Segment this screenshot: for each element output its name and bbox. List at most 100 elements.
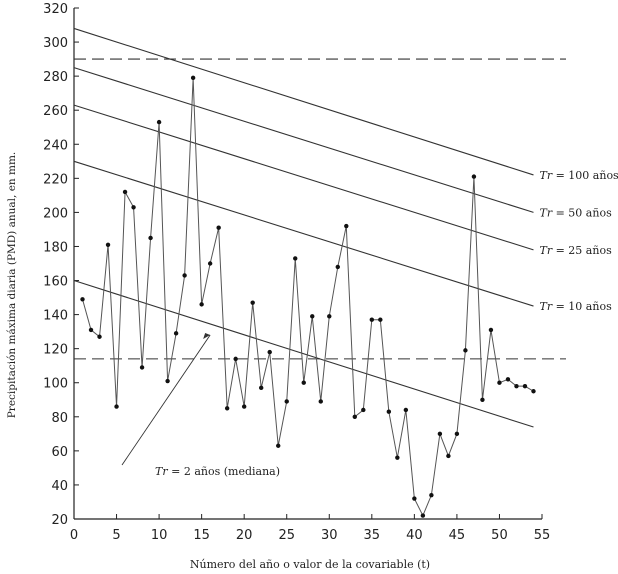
x-tick-label: 15 — [193, 528, 210, 543]
data-point — [190, 75, 196, 81]
y-tick-label: 280 — [43, 70, 68, 85]
trend-line-label: Tr = 10 años — [539, 300, 612, 313]
data-point — [156, 119, 162, 125]
data-point — [80, 297, 85, 302]
reference-lines — [74, 58, 566, 360]
data-point — [97, 334, 102, 339]
data-point — [463, 348, 468, 353]
x-tick-label: 0 — [70, 528, 78, 543]
data-point — [105, 242, 111, 247]
trend-line — [73, 280, 534, 428]
y-axis-title: Precipitación máxima diaria (PMD) anual,… — [6, 152, 18, 419]
y-tick-label: 320 — [43, 2, 68, 17]
data-point — [352, 414, 357, 419]
trend-line — [73, 67, 534, 213]
x-tick-label: 10 — [151, 528, 168, 543]
data-point — [361, 407, 366, 413]
data-point — [505, 377, 511, 382]
data-point — [216, 225, 221, 230]
data-point — [403, 407, 409, 413]
data-point — [165, 378, 170, 384]
data-point — [412, 496, 417, 501]
x-tick-label: 5 — [112, 528, 120, 543]
y-tick-label: 60 — [51, 445, 68, 460]
data-point — [224, 406, 230, 411]
data-point — [318, 399, 323, 404]
x-tick-label: 40 — [406, 528, 423, 543]
data-point — [122, 189, 128, 195]
data-point — [182, 273, 187, 278]
data-point — [310, 314, 315, 319]
annotation-label: Tr = 2 años (mediana) — [155, 465, 280, 478]
data-point — [233, 356, 238, 362]
data-point — [173, 331, 179, 336]
data-point — [488, 327, 494, 333]
data-point — [267, 349, 272, 355]
data-point — [88, 327, 94, 333]
y-tick-label: 80 — [51, 411, 68, 426]
data-point — [250, 300, 255, 305]
data-point — [429, 492, 434, 498]
x-tick-label: 55 — [534, 528, 551, 543]
trend-line — [73, 104, 534, 251]
data-point — [199, 302, 204, 307]
x-tick-label: 50 — [491, 528, 508, 543]
x-tick-label: 35 — [364, 528, 381, 543]
y-tick-label: 300 — [43, 36, 68, 51]
data-point — [114, 404, 119, 409]
data-point — [497, 380, 502, 385]
data-point — [259, 385, 264, 391]
x-tick-label: 20 — [236, 528, 253, 543]
data-point — [480, 397, 485, 402]
data-point — [284, 399, 289, 404]
data-point — [437, 431, 443, 437]
trend-lines — [73, 27, 534, 428]
x-tick-label: 30 — [321, 528, 338, 543]
y-tick-label: 220 — [43, 172, 68, 187]
y-tick-label: 40 — [51, 479, 68, 494]
data-point — [131, 205, 136, 210]
y-tick-label: 180 — [43, 240, 68, 255]
y-tick-label: 20 — [51, 513, 68, 528]
y-tick-label: 160 — [43, 275, 68, 290]
x-tick-label: 25 — [278, 528, 295, 543]
trend-line-label: Tr = 50 años — [539, 206, 612, 219]
data-point — [327, 314, 332, 319]
series — [80, 75, 536, 518]
data-point — [369, 317, 375, 322]
y-tick-label: 120 — [43, 343, 68, 358]
data-point — [301, 380, 306, 385]
y-tick-label: 100 — [43, 377, 68, 392]
data-point — [276, 443, 281, 448]
axes: 2040608010012014016018020022024026028030… — [43, 2, 550, 543]
x-axis-title: Número del año o valor de la covariable … — [190, 558, 430, 571]
data-point — [241, 404, 247, 409]
data-point — [420, 513, 426, 518]
trend-line-label: Tr = 100 años — [539, 169, 618, 182]
data-point — [139, 365, 145, 370]
x-tick-label: 45 — [449, 528, 466, 543]
data-point — [335, 264, 340, 270]
data-point — [344, 223, 349, 229]
data-point — [386, 409, 392, 414]
data-point — [293, 256, 298, 261]
data-point — [514, 383, 519, 389]
trend-line — [73, 160, 534, 307]
data-point — [522, 383, 528, 389]
series-line — [82, 77, 534, 517]
y-tick-label: 240 — [43, 138, 68, 153]
annotation-arrowhead — [203, 333, 211, 340]
trend-line-label: Tr = 25 años — [539, 244, 612, 257]
data-point — [471, 174, 477, 179]
data-point — [531, 389, 536, 394]
data-point — [446, 453, 451, 459]
data-point — [148, 235, 153, 241]
labels: Tr = 100 años Tr = 50 años Tr = 25 años Tr … — [121, 169, 618, 478]
y-tick-label: 140 — [43, 309, 68, 324]
data-point — [395, 455, 400, 460]
annotation-pointer — [121, 334, 211, 466]
trend-line — [73, 27, 534, 176]
y-tick-label: 200 — [43, 206, 68, 221]
y-tick-label: 260 — [43, 104, 68, 119]
